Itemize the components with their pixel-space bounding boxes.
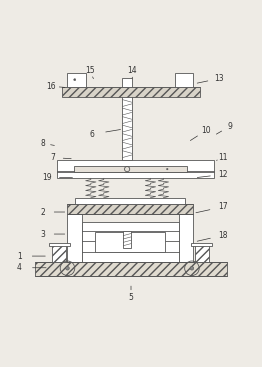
Circle shape xyxy=(190,266,194,270)
Bar xyxy=(68,73,86,87)
Bar xyxy=(122,78,132,87)
Bar xyxy=(123,231,131,248)
Bar xyxy=(52,244,66,262)
Bar xyxy=(57,160,214,178)
Bar xyxy=(74,166,187,172)
Bar xyxy=(179,214,193,262)
Text: 11: 11 xyxy=(218,153,228,162)
Text: 1: 1 xyxy=(17,252,22,261)
Bar xyxy=(49,243,70,247)
Bar xyxy=(68,214,82,262)
Bar xyxy=(75,198,185,204)
Text: 16: 16 xyxy=(46,82,56,91)
Text: 4: 4 xyxy=(17,263,22,272)
Bar xyxy=(194,244,209,262)
Text: 13: 13 xyxy=(214,74,224,83)
Bar xyxy=(35,262,227,276)
Bar xyxy=(68,204,193,214)
Text: 10: 10 xyxy=(201,126,211,135)
Text: 9: 9 xyxy=(227,122,232,131)
Circle shape xyxy=(66,266,69,270)
Text: 3: 3 xyxy=(40,229,45,239)
Text: 15: 15 xyxy=(85,66,94,75)
Circle shape xyxy=(167,168,168,170)
Circle shape xyxy=(74,79,76,81)
Bar xyxy=(62,87,200,97)
Bar xyxy=(192,243,212,247)
Text: 8: 8 xyxy=(41,139,45,148)
Text: 6: 6 xyxy=(90,130,95,139)
Text: 5: 5 xyxy=(129,293,133,302)
Bar xyxy=(122,95,132,160)
Text: 12: 12 xyxy=(218,170,228,179)
Text: 14: 14 xyxy=(128,66,137,75)
Bar xyxy=(175,73,193,87)
Text: 19: 19 xyxy=(42,172,52,182)
Text: 18: 18 xyxy=(218,231,228,240)
Text: 7: 7 xyxy=(51,153,56,162)
Bar xyxy=(95,232,165,252)
Text: 17: 17 xyxy=(218,202,228,211)
Text: 2: 2 xyxy=(41,207,45,217)
Bar xyxy=(82,222,179,262)
